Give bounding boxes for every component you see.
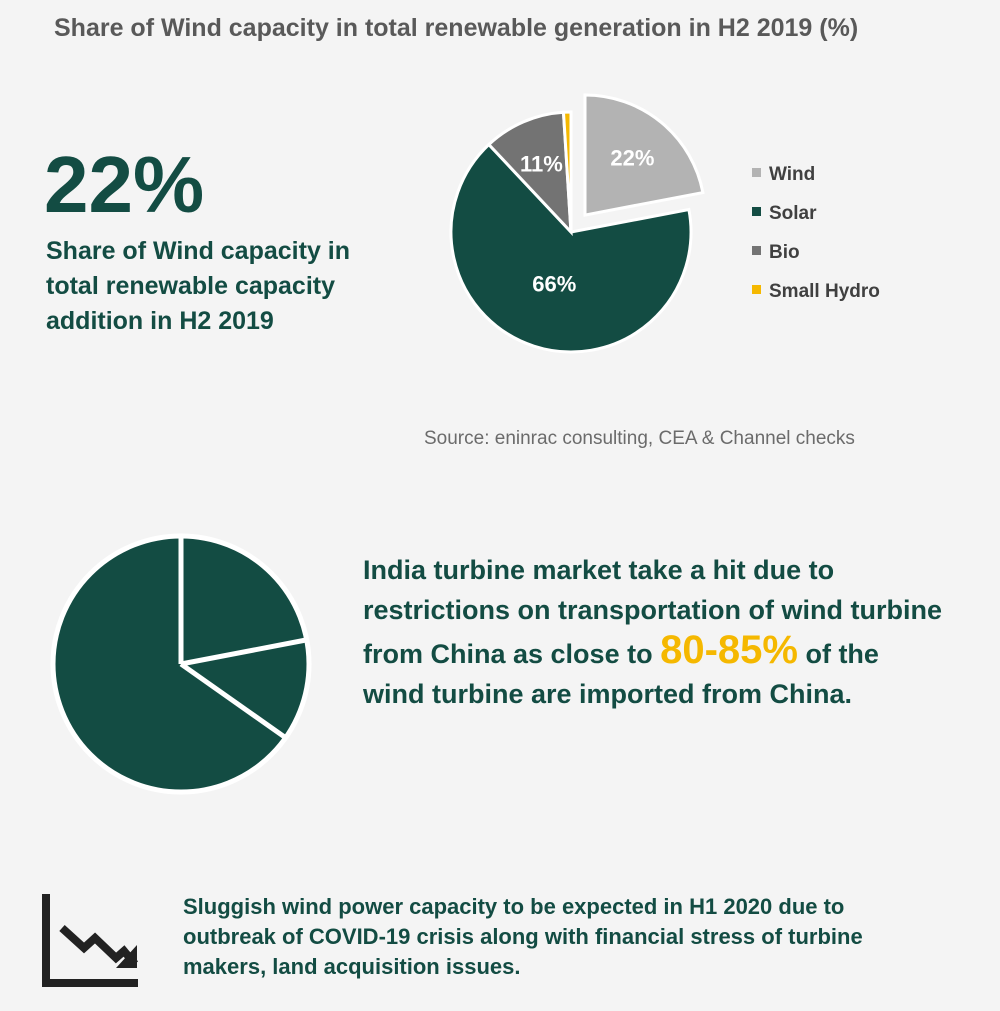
legend-item-bio: Bio <box>752 242 800 264</box>
import-share-highlight: 80-85% <box>660 628 798 672</box>
pie-label-solar: 66% <box>532 271 576 296</box>
pie-chart: 22% 66% 11% 1% <box>449 70 705 354</box>
china-import-text: India turbine market take a hit due to r… <box>363 550 943 714</box>
legend-swatch <box>752 168 761 178</box>
legend-label: Small Hydro <box>769 281 880 302</box>
highlight-value: 22% <box>44 140 205 229</box>
pie-slice-solar <box>449 142 693 354</box>
pie-label-bio: 11% <box>520 152 563 177</box>
pie-label-wind: 22% <box>610 146 654 171</box>
chart-title: Share of Wind capacity in total renewabl… <box>54 14 859 42</box>
china-text-start: India turbine market take a hit due to r… <box>363 555 943 669</box>
legend-swatch <box>752 246 761 256</box>
highlight-caption: Share of Wind capacity in total renewabl… <box>46 237 351 335</box>
legend-swatch <box>752 207 761 217</box>
declining-chart-icon <box>42 894 139 987</box>
pie-label-small-hydro: 1% <box>540 70 572 75</box>
legend-swatch <box>752 285 761 295</box>
legend-item-wind: Wind <box>752 164 815 186</box>
legend-item-solar: Solar <box>752 203 817 225</box>
covid-impact-text: Sluggish wind power capacity to be expec… <box>183 894 863 979</box>
pie-slice-bio <box>486 110 573 237</box>
legend-label: Wind <box>769 164 816 185</box>
legend-label: Bio <box>769 242 800 263</box>
pie-slice-wind <box>583 93 705 217</box>
china-text-end: of the wind turbine are imported from Ch… <box>363 639 879 709</box>
legend-label: Solar <box>769 203 817 224</box>
pie-chart-icon <box>50 533 312 795</box>
source-note: Source: eninrac consulting, CEA & Channe… <box>424 428 855 449</box>
pie-slice-small-hydro <box>561 110 573 233</box>
legend-item-small-hydro: Small Hydro <box>752 281 880 303</box>
